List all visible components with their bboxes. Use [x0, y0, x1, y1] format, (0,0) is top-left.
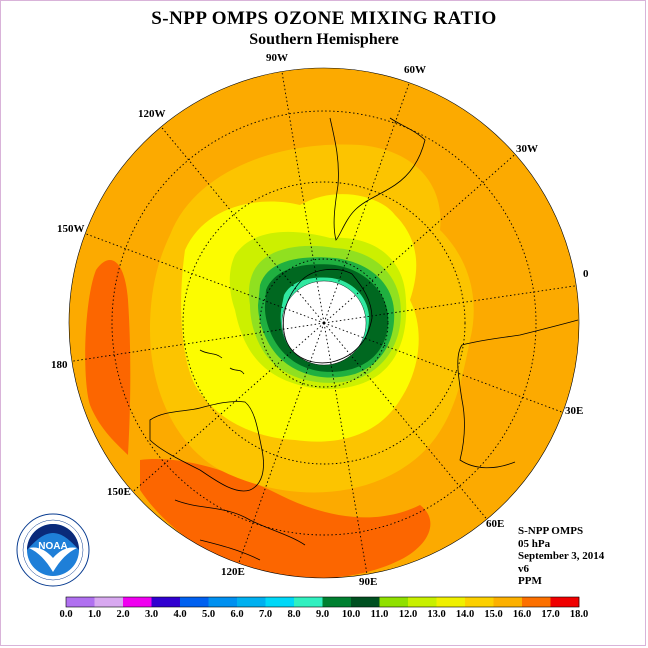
colorbar-tick-label: 12.0 — [398, 609, 418, 620]
colorbar-tick-label: 10.0 — [341, 609, 361, 620]
colorbar-tick-label: 16.0 — [512, 609, 532, 620]
label-120w: 120W — [138, 108, 166, 120]
south-america-coast — [329, 117, 426, 241]
colorbar-tick-label: 14.0 — [455, 609, 475, 620]
label-120e: 120E — [221, 566, 245, 578]
latitude-circles — [111, 110, 537, 536]
colorbar-tick-label: 9.0 — [315, 609, 330, 620]
colorbar-tick-label: 0.0 — [59, 609, 73, 620]
colorbar-tick-label: 1.0 — [87, 609, 102, 620]
info-date: September 3, 2014 — [518, 550, 605, 562]
meridians — [69, 68, 579, 578]
south-pole-dot — [322, 321, 326, 325]
colorbar-tick-label: 2.0 — [116, 609, 130, 620]
new-zealand-coast — [199, 349, 245, 375]
colorbar-tick-label: 4.0 — [173, 609, 187, 620]
map-subtitle: Southern Hemisphere — [249, 31, 399, 48]
map-title: S-NPP OMPS OZONE MIXING RATIO — [151, 8, 497, 29]
colorbar-tick-label: 17.0 — [541, 609, 560, 620]
product-info: S-NPP OMPS 05 hPa September 3, 2014 v6 P… — [518, 525, 604, 588]
antarctica-coast — [283, 268, 373, 364]
label-0: 0 — [583, 268, 589, 280]
label-30e: 30E — [565, 405, 584, 417]
label-90w: 90W — [266, 52, 288, 64]
colorbar-tick-label: 5.0 — [201, 609, 216, 620]
info-version: v6 — [518, 562, 529, 575]
label-30w: 30W — [516, 143, 538, 155]
dark-orange-band-west — [85, 260, 131, 455]
label-60w: 60W — [404, 64, 426, 76]
label-60e: 60E — [486, 518, 505, 530]
colorbar-tick-label: 11.0 — [370, 609, 389, 620]
colorbar-tick-label: 15.0 — [484, 609, 503, 620]
map-boundary — [68, 67, 580, 579]
colorbar-tick-label: 13.0 — [427, 609, 446, 620]
colorbar-tick-label: 18.0 — [569, 609, 589, 620]
info-pressure-level: 05 hPa — [518, 537, 551, 550]
colorbar-tick-label: 7.0 — [258, 609, 273, 620]
colorbar-tick-label: 6.0 — [230, 609, 244, 620]
label-150w: 150W — [57, 223, 85, 235]
info-instrument: S-NPP OMPS — [518, 525, 584, 537]
label-180: 180 — [51, 359, 68, 371]
ozone-field — [69, 68, 579, 578]
label-90e: 90E — [359, 576, 378, 588]
colorbar-tick-label: 8.0 — [287, 609, 301, 620]
label-150e: 150E — [107, 486, 131, 498]
colorbar-tick-label: 3.0 — [144, 609, 159, 620]
dark-orange-band-south — [140, 459, 431, 578]
info-units: PPM — [518, 575, 542, 587]
indonesia-coast — [174, 499, 306, 561]
